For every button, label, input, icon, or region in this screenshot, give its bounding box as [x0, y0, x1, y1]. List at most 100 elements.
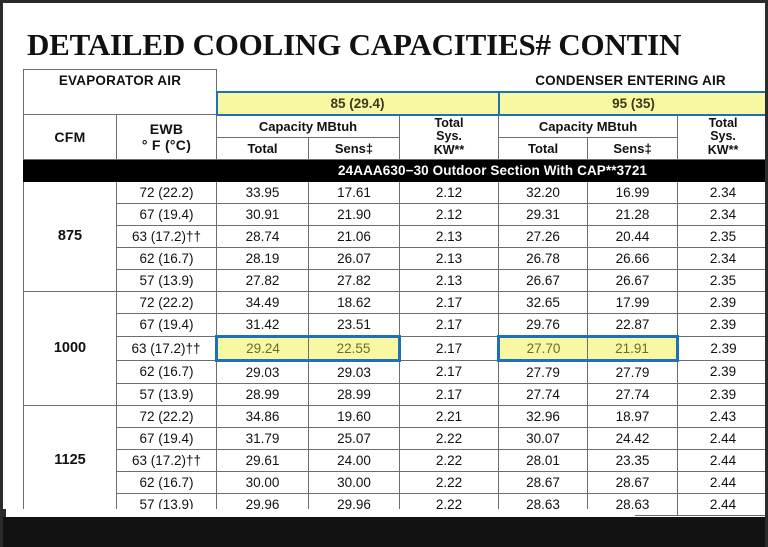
header-total-85: Total	[216, 136, 309, 160]
table-row: 62 (16.7) 30.00 30.00 2.22 28.67 28.67 2.44	[24, 470, 765, 494]
sys-kw-95: 2.34	[677, 202, 765, 226]
capacity-total-85: 27.82	[216, 268, 309, 292]
capacity-sens-95: 21.91	[587, 334, 680, 362]
sys-kw-95: 2.39	[677, 382, 765, 406]
ewb-value: 72 (22.2)	[116, 290, 217, 314]
capacity-sens-95: 27.79	[587, 359, 679, 384]
sys-kw-95: 2.44	[677, 426, 765, 450]
sys-kw-85: 2.21	[398, 404, 500, 428]
sys-kw-85: 2.22	[398, 448, 500, 472]
capacity-total-95: 29.31	[498, 202, 589, 226]
ewb-value: 57 (13.9)	[116, 268, 217, 292]
capacity-total-85: 31.42	[216, 312, 309, 337]
page-title: DETAILED COOLING CAPACITIES# CONTIN	[27, 27, 682, 62]
header-sys-kw-85: Total Sys. KW**	[398, 114, 500, 160]
cooling-capacity-table: EVAPORATOR AIR CONDENSER ENTERING AIR 85 (…	[23, 69, 766, 516]
table-row: 57 (13.9) 28.99 28.99 2.17 27.74 27.74 2.39	[24, 382, 765, 406]
header-sens-85: Sens‡	[308, 136, 400, 160]
ewb-value: 67 (19.4)	[116, 312, 217, 337]
capacity-total-85: 28.74	[216, 224, 309, 248]
capacity-total-95: 32.96	[498, 404, 589, 428]
capacity-total-95: 26.67	[498, 268, 589, 292]
sys-kw-95: 2.39	[677, 335, 765, 361]
cfm-value: 875	[23, 180, 117, 292]
capacity-sens-95: 26.67	[587, 268, 679, 292]
cfm-value: 1000	[23, 290, 117, 406]
temp-column-85: 85 (29.4)	[215, 90, 500, 116]
capacity-total-95: 27.79	[498, 359, 589, 384]
ewb-value: 72 (22.2)	[116, 404, 217, 428]
capacity-sens-95: 21.28	[587, 202, 679, 226]
capacity-total-85: 28.99	[216, 382, 309, 406]
capacity-sens-95: 17.99	[587, 290, 679, 314]
capacity-sens-85: 22.55	[308, 334, 401, 362]
table-row: 63 (17.2)†† 29.24 22.55 2.17 27.70 21.91 2.39	[24, 334, 765, 362]
ewb-value: 67 (19.4)	[116, 202, 217, 226]
capacity-total-85: 28.19	[216, 246, 309, 270]
header-cfm: CFM	[23, 114, 117, 160]
ewb-value: 63 (17.2)††	[116, 335, 217, 361]
capacity-total-85: 34.49	[216, 290, 309, 314]
banner-left-pad	[23, 158, 217, 182]
ewb-value: 62 (16.7)	[116, 359, 217, 384]
table-row: 63 (17.2)†† 29.61 24.00 2.22 28.01 23.35 2.44	[24, 448, 765, 472]
ewb-value: 63 (17.2)††	[116, 224, 217, 248]
capacity-sens-85: 27.82	[308, 268, 400, 292]
sys-kw-95: 2.44	[677, 492, 765, 516]
table-row: 67 (19.4) 31.79 25.07 2.22 30.07 24.42 2.44	[24, 426, 765, 450]
sys-kw-85: 2.22	[398, 470, 500, 494]
header-row-top: EVAPORATOR AIR CONDENSER ENTERING AIR	[23, 69, 766, 92]
evap-blank-left	[23, 91, 217, 115]
capacity-sens-85: 28.99	[308, 382, 400, 406]
header-row-capacity: CFM EWB ° F (°C) Capacity MBtuh Total Sys. KW*…	[23, 114, 765, 160]
table-row: 67 (19.4) 31.42 23.51 2.17 29.76 22.87 2.39	[24, 312, 765, 337]
sys-kw-85: 2.17	[398, 335, 500, 361]
capacity-sens-95: 20.44	[587, 224, 679, 248]
capacity-sens-95: 18.97	[587, 404, 679, 428]
capacity-sens-95: 22.87	[587, 312, 679, 337]
capacity-sens-85: 21.90	[308, 202, 400, 226]
capacity-sens-85: 19.60	[308, 404, 400, 428]
table-row: 67 (19.4) 30.91 21.90 2.12 29.31 21.28 2.34	[24, 202, 765, 226]
sys-kw-85: 2.12	[398, 202, 500, 226]
capacity-total-95: 27.70	[497, 334, 589, 362]
header-row-temps: 85 (29.4) 95 (35)	[23, 90, 765, 116]
sys-kw-95: 2.34	[677, 246, 765, 270]
table-row: 57 (13.9) 27.82 27.82 2.13 26.67 26.67 2.35	[24, 268, 765, 292]
sys-kw-95: 2.44	[677, 448, 765, 472]
table-row: 62 (16.7) 29.03 29.03 2.17 27.79 27.79 2.39	[24, 359, 765, 384]
header-total-95: Total	[498, 136, 589, 160]
table-row: 62 (16.7) 28.19 26.07 2.13 26.78 26.66 2.34	[24, 246, 765, 270]
capacity-sens-85: 17.61	[308, 180, 400, 204]
sys-kw-95: 2.43	[677, 404, 765, 428]
capacity-total-85: 29.03	[216, 359, 309, 384]
table-row: 875 72 (22.2) 33.95 17.61 2.12 32.20 16.99 2.34	[23, 180, 765, 292]
sys-kw-85: 2.13	[398, 246, 500, 270]
capacity-sens-95: 16.99	[587, 180, 679, 204]
capacity-sens-95: 23.35	[587, 448, 679, 472]
ewb-value: 62 (16.7)	[116, 246, 217, 270]
capacity-sens-85: 29.03	[308, 359, 400, 384]
condenser-entering-air-label: CONDENSER ENTERING AIR	[535, 72, 726, 88]
slide-bottom-white-strip	[3, 509, 635, 517]
capacity-sens-85: 25.07	[308, 426, 400, 450]
ewb-value: 63 (17.2)††	[116, 448, 217, 472]
sys-kw-85: 2.22	[398, 426, 500, 450]
sys-kw-95: 2.39	[677, 290, 765, 314]
capacity-total-85: 29.61	[216, 448, 309, 472]
sys-kw-85: 2.17	[398, 312, 500, 337]
capacity-sens-95: 26.66	[587, 246, 679, 270]
cooling-capacity-table-wrapper: EVAPORATOR AIR CONDENSER ENTERING AIR 85 (…	[23, 69, 766, 525]
sys-kw-95: 2.39	[677, 359, 765, 384]
sys-kw-85: 2.17	[398, 382, 500, 406]
model-banner-label: 24AAA630−30 Outdoor Section With CAP**37…	[215, 158, 765, 182]
header-ewb: EWB ° F (°C)	[116, 114, 217, 160]
cfm-value: 1125	[23, 404, 117, 516]
sys-kw-95: 2.34	[677, 180, 765, 204]
capacity-total-95: 29.76	[498, 312, 589, 337]
ewb-value: 72 (22.2)	[116, 180, 217, 204]
sys-kw-85: 2.13	[398, 224, 500, 248]
spacer-cell	[217, 70, 499, 92]
capacity-sens-85: 23.51	[308, 312, 400, 337]
capacity-sens-85: 21.06	[308, 224, 400, 248]
